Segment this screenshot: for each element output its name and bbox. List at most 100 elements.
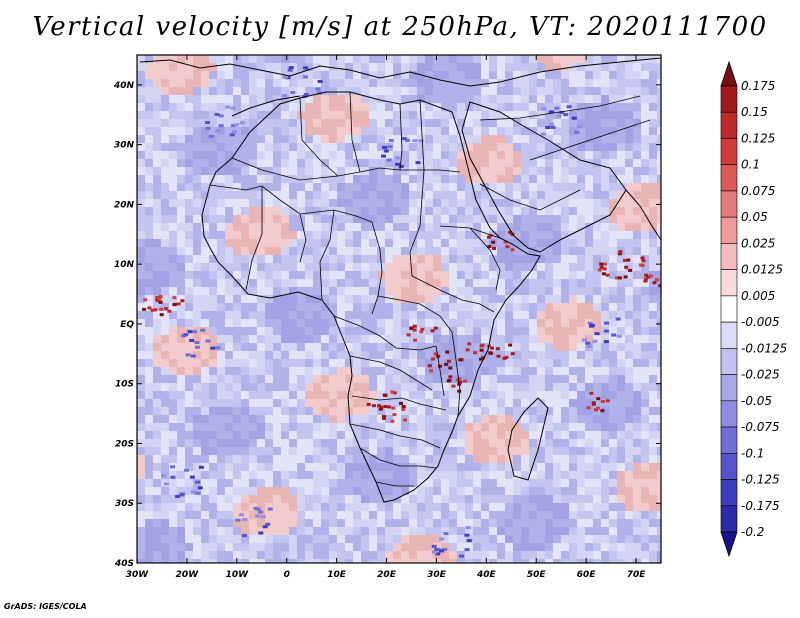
field-cell (289, 239, 297, 247)
field-cell (329, 167, 337, 175)
field-cell (609, 351, 617, 359)
field-cell (217, 175, 225, 183)
field-cell (297, 183, 305, 191)
field-cell (529, 303, 537, 311)
field-cell (249, 511, 257, 519)
field-cell (281, 135, 289, 143)
field-cell (329, 527, 337, 535)
field-cell (321, 127, 329, 135)
field-cell (321, 551, 329, 559)
field-cell (145, 223, 153, 231)
field-cell (369, 511, 377, 519)
field-cell (401, 495, 409, 503)
field-cell (465, 287, 473, 295)
field-cell (601, 311, 609, 319)
field-cell (321, 223, 329, 231)
field-cell (281, 119, 289, 127)
field-cell (458, 358, 463, 362)
field-cell (297, 271, 305, 279)
field-cell (394, 156, 400, 160)
field-cell (433, 423, 441, 431)
field-cell (489, 55, 497, 63)
field-cell (392, 413, 397, 417)
field-cell (585, 199, 593, 207)
field-cell (473, 87, 481, 95)
field-cell (409, 247, 417, 255)
field-cell (593, 223, 601, 231)
field-cell (337, 231, 345, 239)
field-cell (297, 439, 305, 447)
field-cell (225, 207, 233, 215)
field-cell (217, 63, 225, 71)
field-cell (273, 271, 281, 279)
field-cell (481, 495, 489, 503)
field-cell (233, 191, 241, 199)
field-cell (633, 135, 641, 143)
field-cell (329, 511, 337, 519)
field-cell (601, 272, 606, 276)
field-cell (185, 479, 193, 487)
field-cell (617, 319, 625, 327)
field-cell (545, 207, 553, 215)
field-cell (258, 510, 264, 514)
field-cell (545, 543, 553, 551)
field-cell (473, 135, 481, 143)
field-cell (345, 111, 353, 119)
field-cell (169, 287, 177, 295)
field-cell (481, 71, 489, 79)
field-cell (553, 519, 561, 527)
field-cell (473, 367, 481, 375)
field-cell (605, 273, 610, 277)
field-cell (433, 543, 441, 551)
field-cell (577, 295, 585, 303)
field-cell (609, 311, 617, 319)
field-cell (481, 79, 489, 87)
field-cell (585, 71, 593, 79)
field-cell (601, 223, 609, 231)
field-cell (417, 375, 425, 383)
field-cell (497, 327, 505, 335)
field-cell (441, 487, 449, 495)
field-cell (510, 352, 515, 356)
field-cell (249, 319, 257, 327)
field-cell (313, 559, 321, 563)
field-cell (209, 527, 217, 535)
field-cell (529, 447, 537, 455)
field-cell (265, 295, 273, 303)
field-cell (505, 55, 513, 63)
field-cell (585, 367, 593, 375)
field-cell (561, 135, 569, 143)
field-cell (473, 271, 481, 279)
field-cell (145, 503, 153, 511)
field-cell (297, 143, 305, 151)
arabia-coastline (461, 101, 627, 253)
field-cell (257, 319, 265, 327)
field-cell (601, 447, 609, 455)
field-cell (449, 279, 457, 287)
field-cell (401, 559, 409, 563)
field-cell (409, 207, 417, 215)
field-cell (513, 175, 521, 183)
field-cell (161, 63, 169, 71)
field-cell (497, 159, 505, 167)
field-cell (641, 511, 649, 519)
field-cell (217, 343, 225, 351)
field-cell (177, 263, 185, 271)
field-cell (321, 447, 329, 455)
field-cell (593, 391, 601, 399)
field-cell (449, 551, 457, 559)
field-cell (657, 239, 661, 247)
field-cell (597, 268, 602, 272)
field-cell (257, 199, 265, 207)
field-cell (521, 143, 529, 151)
field-cell (369, 479, 377, 487)
field-cell (571, 116, 577, 120)
field-cell (577, 71, 585, 79)
field-cell (417, 271, 425, 279)
field-cell (625, 303, 633, 311)
field-cell (617, 303, 625, 311)
field-cell (497, 215, 505, 223)
field-cell (169, 335, 177, 343)
field-cell (161, 439, 169, 447)
field-cell (553, 255, 561, 263)
